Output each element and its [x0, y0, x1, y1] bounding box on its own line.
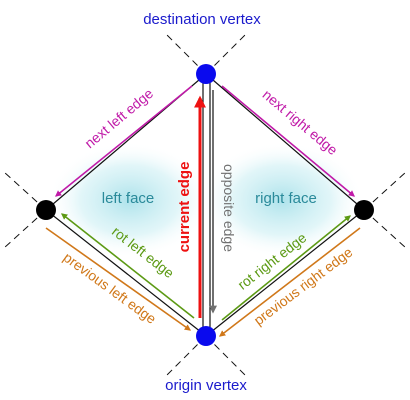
right-vertex-dot — [354, 200, 374, 220]
diamond-edges — [45, 73, 365, 337]
next-left-edge-arrow — [55, 85, 193, 197]
destination-vertex-label: destination vertex — [143, 11, 261, 28]
left-face-glow — [48, 142, 212, 258]
opposite-edge-label: opposite edge — [221, 164, 237, 252]
left-vertex-dot — [36, 200, 56, 220]
next-right-edge-arrow — [221, 85, 355, 197]
rot-left-edge-arrow — [60, 213, 195, 319]
current-edge-label: current edge — [176, 162, 193, 253]
right-face-label: right face — [255, 190, 317, 207]
origin-vertex-dot — [196, 326, 216, 346]
rot-right-edge-arrow — [221, 215, 351, 321]
next-left-edge-label: next left edge — [81, 85, 156, 151]
previous-right-edge-arrow — [218, 227, 361, 337]
left-face-label: left face — [102, 190, 155, 207]
origin-vertex-label: origin vertex — [165, 377, 247, 394]
external-edges — [3, 31, 407, 379]
destination-vertex-dot — [196, 64, 216, 84]
previous-left-edge-arrow — [45, 227, 192, 331]
